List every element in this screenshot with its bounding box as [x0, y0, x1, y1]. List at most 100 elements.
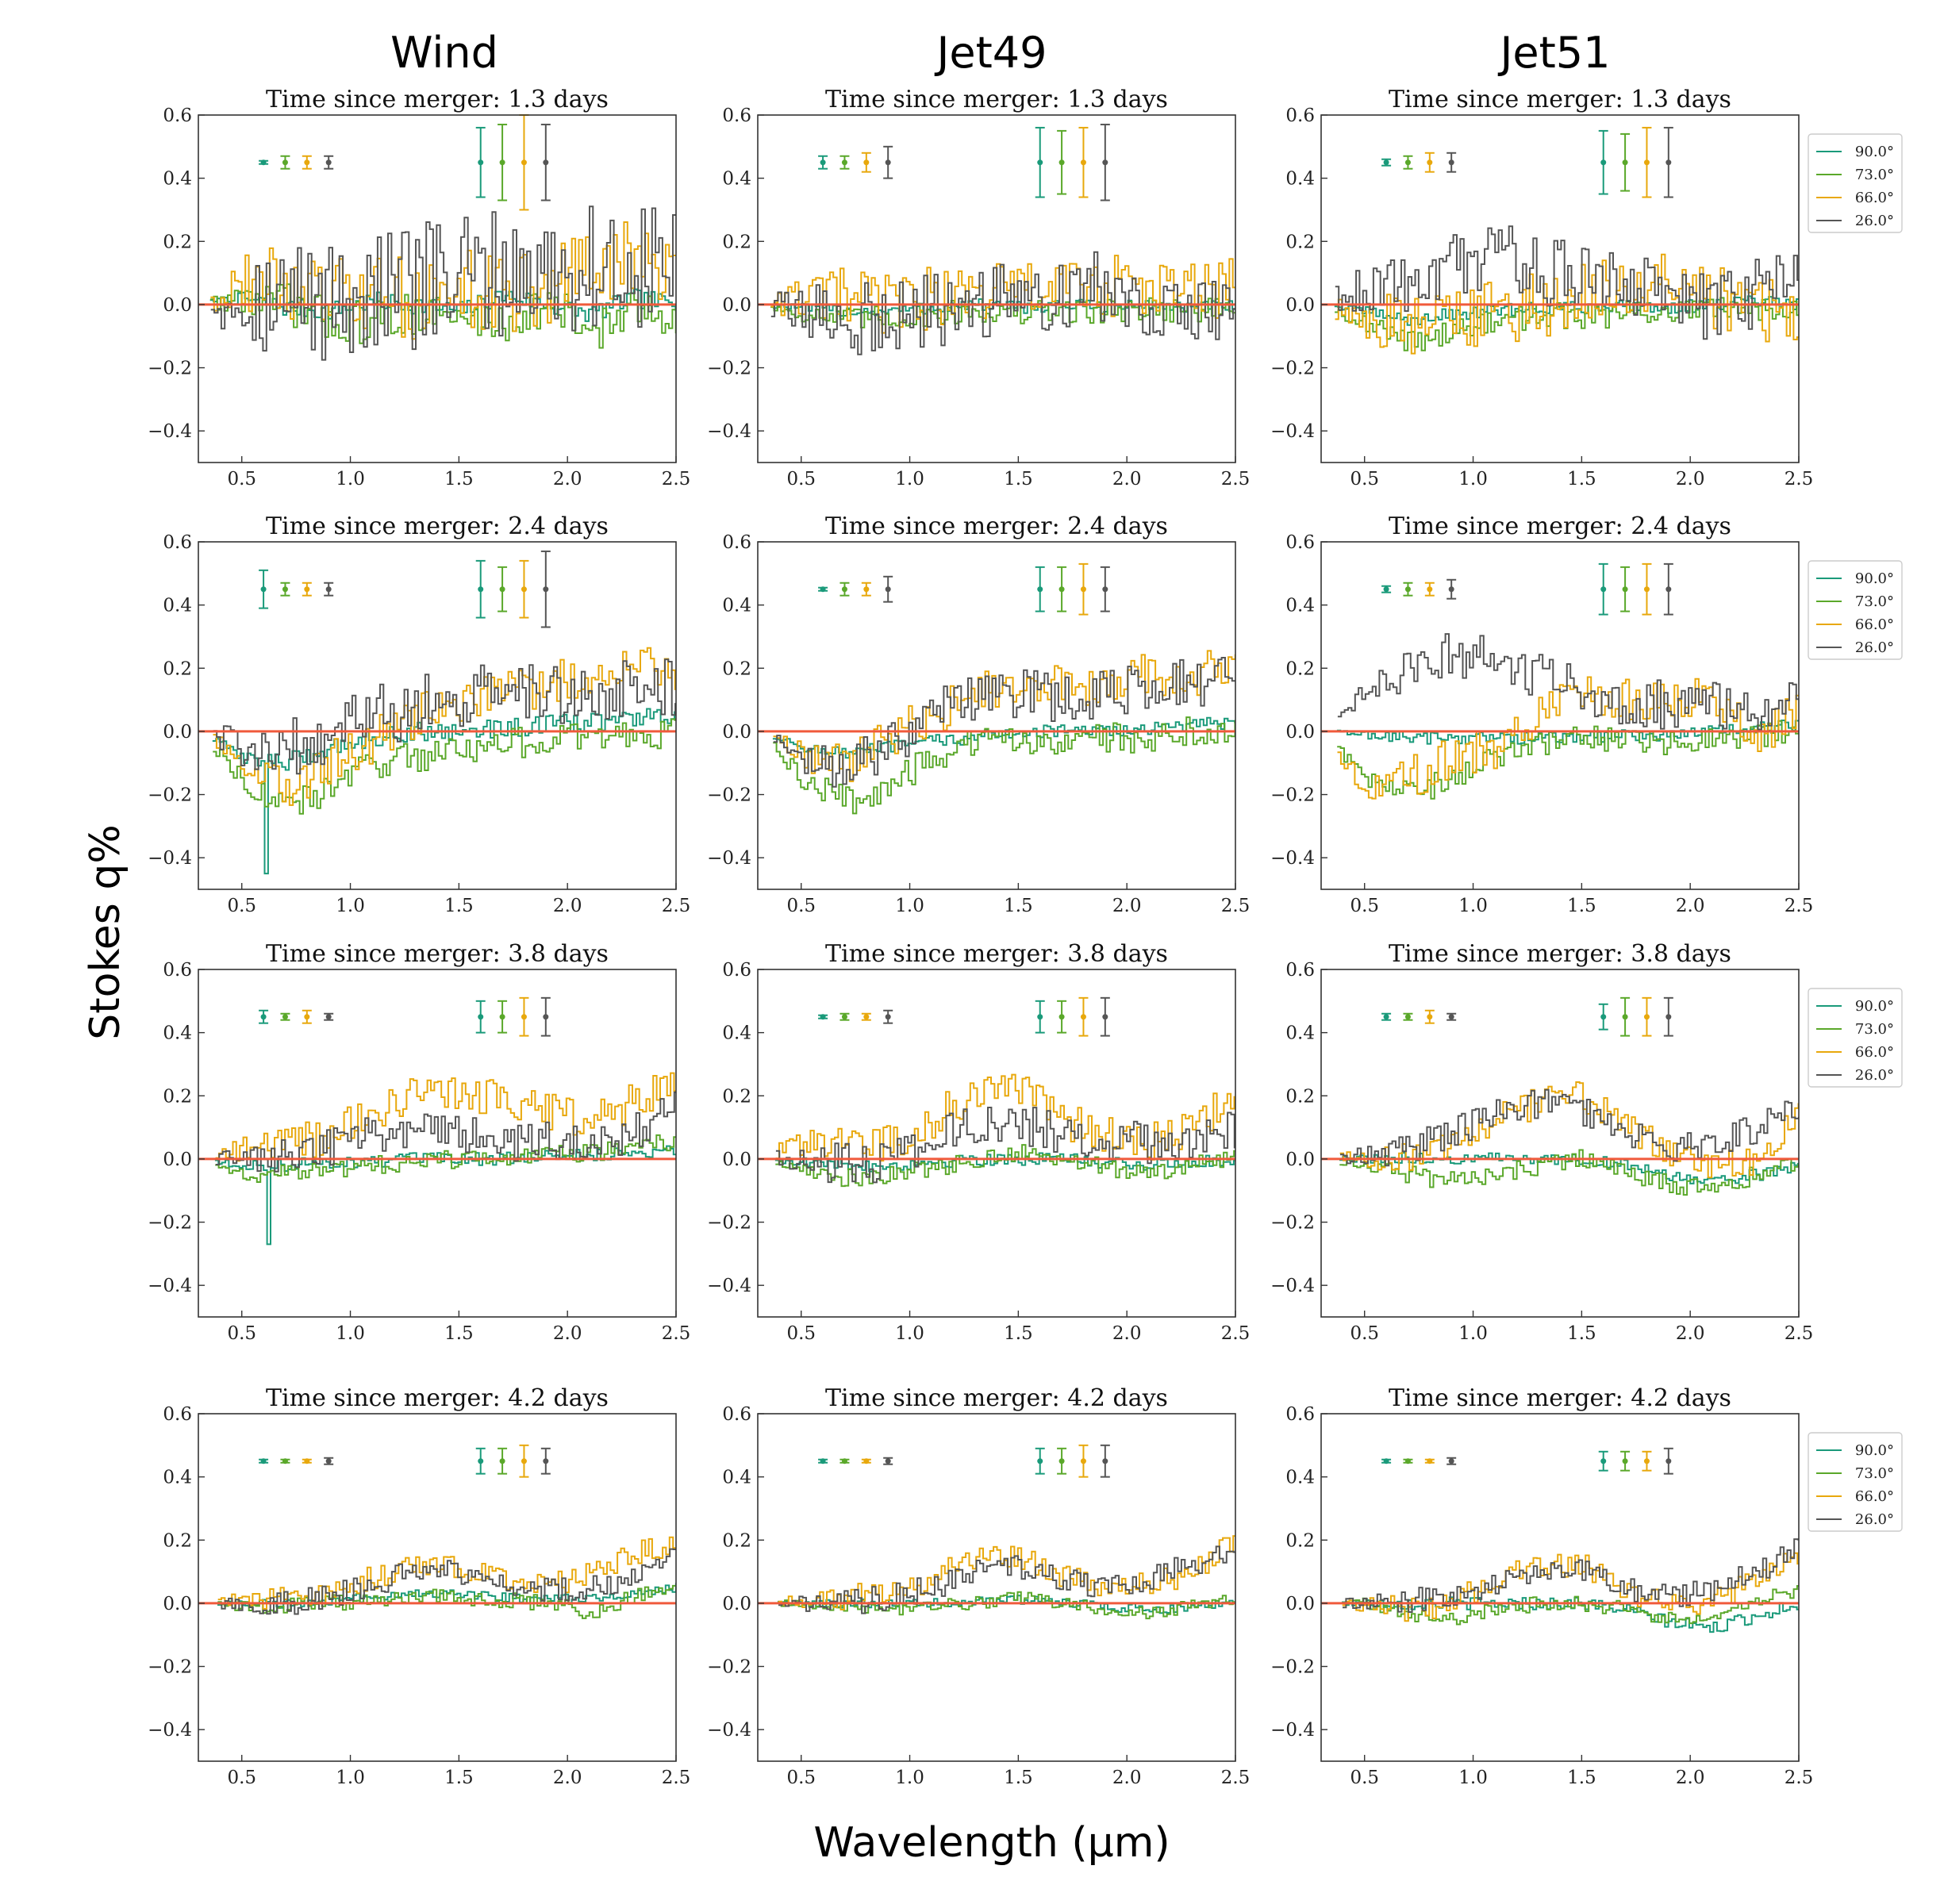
error-point [863, 1014, 870, 1020]
error-point [282, 159, 288, 166]
error-point [1058, 1014, 1065, 1020]
legend-label: 73.0° [1855, 167, 1894, 183]
axes-frame [757, 969, 1236, 1318]
legend-label: 90.0° [1855, 570, 1894, 587]
error-point [885, 159, 891, 166]
y-tick-label: −0.4 [148, 421, 192, 442]
x-tick-label: 2.0 [1112, 1323, 1142, 1344]
error-point [1058, 1458, 1065, 1464]
y-tick-label: 0.6 [722, 960, 751, 981]
x-tick-label: 2.5 [1785, 469, 1814, 489]
error-point [1665, 586, 1672, 593]
x-tick-label: 1.0 [336, 1323, 365, 1344]
y-tick-label: −0.2 [707, 1213, 751, 1234]
legend-label: 66.0° [1855, 616, 1894, 633]
y-tick-label: −0.4 [707, 1720, 751, 1741]
error-point [1102, 159, 1108, 166]
error-point [478, 586, 484, 593]
panel-wind-2: Time since merger: 2.4 days −0.4 −0.2 0.0 0.… [148, 512, 690, 916]
y-tick-label: 0.6 [163, 532, 192, 553]
error-point [820, 1014, 826, 1020]
y-tick-label: −0.4 [707, 1276, 751, 1296]
series-line-66 [213, 647, 676, 806]
panel-title: Time since merger: 1.3 days [266, 86, 609, 113]
panel-wind-1: Time since merger: 1.3 days −0.4 −0.2 0.0 0.… [148, 86, 690, 489]
x-tick-label: 1.0 [1458, 469, 1488, 489]
series-line-66 [1339, 1081, 1799, 1179]
error-point [1383, 1014, 1389, 1020]
x-tick-label: 1.5 [1567, 1768, 1596, 1788]
error-point [885, 1458, 891, 1464]
y-tick-label: 0.6 [722, 1404, 751, 1425]
y-tick-label: 0.2 [1285, 658, 1315, 679]
x-tick-label: 1.5 [1004, 1323, 1033, 1344]
x-tick-label: 2.5 [662, 1323, 691, 1344]
x-tick-label: 0.5 [786, 896, 816, 916]
y-tick-label: 0.2 [722, 232, 751, 252]
x-tick-label: 2.0 [553, 469, 582, 489]
x-tick-label: 1.5 [1004, 896, 1033, 916]
y-tick-label: −0.2 [1270, 785, 1315, 806]
panel-title: Time since merger: 2.4 days [1389, 512, 1731, 540]
y-tick-label: 0.0 [722, 1594, 751, 1614]
panel-title: Time since merger: 4.2 days [266, 1384, 609, 1412]
axes-frame [198, 1413, 677, 1762]
x-tick-label: 2.0 [1112, 469, 1142, 489]
error-point [1383, 159, 1389, 166]
error-point [478, 1458, 484, 1464]
error-point [499, 1458, 505, 1464]
y-tick-label: 0.6 [163, 960, 192, 981]
y-tick-label: 0.6 [722, 532, 751, 553]
series-line-90 [772, 716, 1235, 759]
x-tick-label: 1.0 [895, 1768, 924, 1788]
y-tick-label: 0.2 [722, 1530, 751, 1551]
error-point [521, 586, 527, 593]
error-point [304, 586, 310, 593]
error-point [1383, 586, 1389, 593]
y-tick-label: 0.2 [722, 1086, 751, 1107]
panel-wind-3: Time since merger: 3.8 days −0.4 −0.2 0.0 0.… [148, 940, 690, 1344]
axes-frame [1320, 1413, 1800, 1762]
error-point [1600, 586, 1607, 593]
panel-title: Time since merger: 2.4 days [825, 512, 1168, 540]
error-bars [1381, 996, 1673, 1037]
x-tick-label: 2.5 [662, 469, 691, 489]
series-line-73 [1337, 720, 1799, 800]
error-point [304, 1458, 310, 1464]
series-group [1334, 225, 1799, 355]
y-tick-label: −0.2 [1270, 1213, 1315, 1234]
series-group [778, 1535, 1235, 1620]
error-point [1665, 1458, 1672, 1464]
x-tick-label: 2.0 [1676, 469, 1705, 489]
panel-title: Time since merger: 3.8 days [825, 940, 1168, 968]
axes-frame [1320, 114, 1800, 463]
error-point [1080, 159, 1086, 166]
error-point [260, 159, 267, 166]
y-tick-label: 0.2 [163, 1530, 192, 1551]
error-point [325, 1458, 332, 1464]
y-tick-label: 0.2 [1285, 1086, 1315, 1107]
error-point [1665, 1014, 1672, 1020]
error-point [841, 586, 847, 593]
y-tick-label: −0.2 [1270, 359, 1315, 379]
x-tick-label: 2.0 [1676, 1768, 1705, 1788]
error-point [1058, 586, 1065, 593]
y-tick-label: −0.4 [1270, 421, 1315, 442]
error-point [1080, 586, 1086, 593]
error-point [1427, 1458, 1433, 1464]
error-point [1600, 1014, 1607, 1020]
x-tick-label: 1.0 [895, 1323, 924, 1344]
series-line-26 [770, 251, 1235, 355]
y-tick-label: −0.4 [148, 848, 192, 869]
series-line-26 [1337, 633, 1799, 731]
panel-title: Time since merger: 4.2 days [825, 1384, 1168, 1412]
error-bars [1381, 562, 1673, 616]
error-point [521, 1014, 527, 1020]
panel-title: Time since merger: 1.3 days [825, 86, 1168, 113]
error-point [1643, 159, 1650, 166]
y-tick-label: 0.4 [1285, 169, 1315, 190]
axes-frame [198, 541, 677, 890]
y-tick-label: 0.0 [722, 1150, 751, 1170]
y-tick-label: 0.2 [163, 232, 192, 252]
